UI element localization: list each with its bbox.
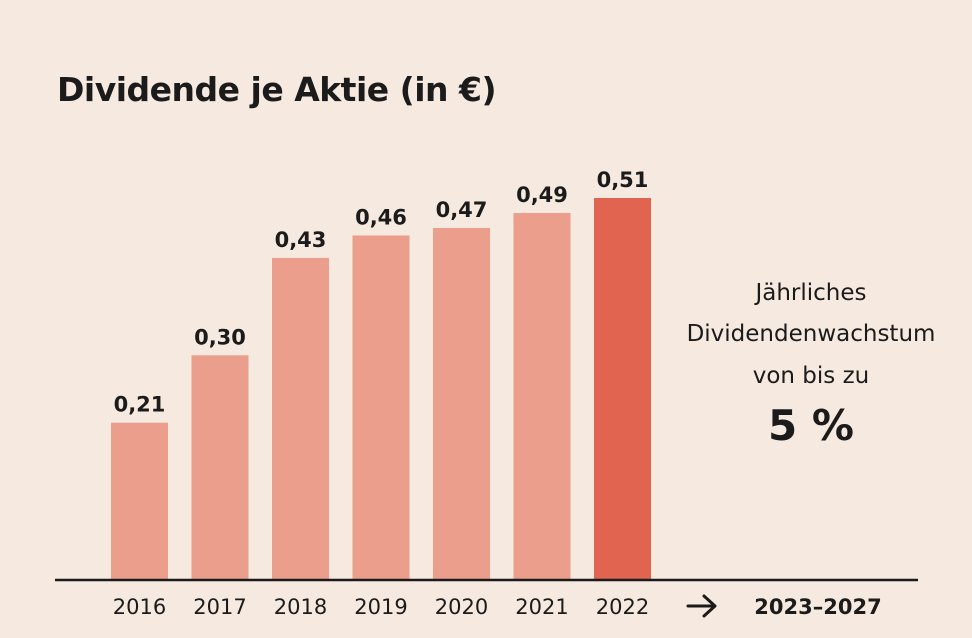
tick-label-2021: 2021 [515,595,568,619]
value-label-2017: 0,30 [194,325,246,349]
value-label-2018: 0,43 [275,228,327,252]
chart-title: Dividende je Aktie (in €) [57,70,496,109]
bar-2019 [352,235,410,580]
value-label-2022: 0,51 [597,168,649,192]
tick-label-2018: 2018 [274,595,327,619]
forecast-arrow-icon [686,594,717,618]
tick-labels-group: 2016 2017 2018 2019 2020 2021 2022 [113,595,649,619]
bar-2021 [513,212,571,580]
bars-group [111,198,651,580]
tick-label-2017: 2017 [193,595,246,619]
value-labels-group: 0,21 0,30 0,43 0,46 0,47 0,49 0,51 [114,168,649,417]
value-label-2019: 0,46 [355,205,407,229]
value-label-2021: 0,49 [516,183,568,207]
annotation-value: 5 % [768,401,854,450]
bar-2022 [594,198,651,580]
annotation-line-3: von bis zu [753,363,870,389]
forecast-range-label: 2023–2027 [754,595,881,619]
value-label-2020: 0,47 [436,198,488,222]
tick-label-2019: 2019 [354,595,407,619]
growth-annotation: Jährliches Dividendenwachstum von bis zu… [687,280,936,450]
annotation-line-2: Dividendenwachstum [687,321,936,347]
bar-2016 [111,422,168,580]
value-label-2016: 0,21 [114,393,166,417]
bar-2017 [191,355,249,580]
bar-2020 [433,227,490,580]
bar-2018 [272,257,329,580]
tick-label-2020: 2020 [435,595,488,619]
annotation-line-1: Jährliches [753,280,866,306]
tick-label-2022: 2022 [596,595,649,619]
tick-label-2016: 2016 [113,595,166,619]
